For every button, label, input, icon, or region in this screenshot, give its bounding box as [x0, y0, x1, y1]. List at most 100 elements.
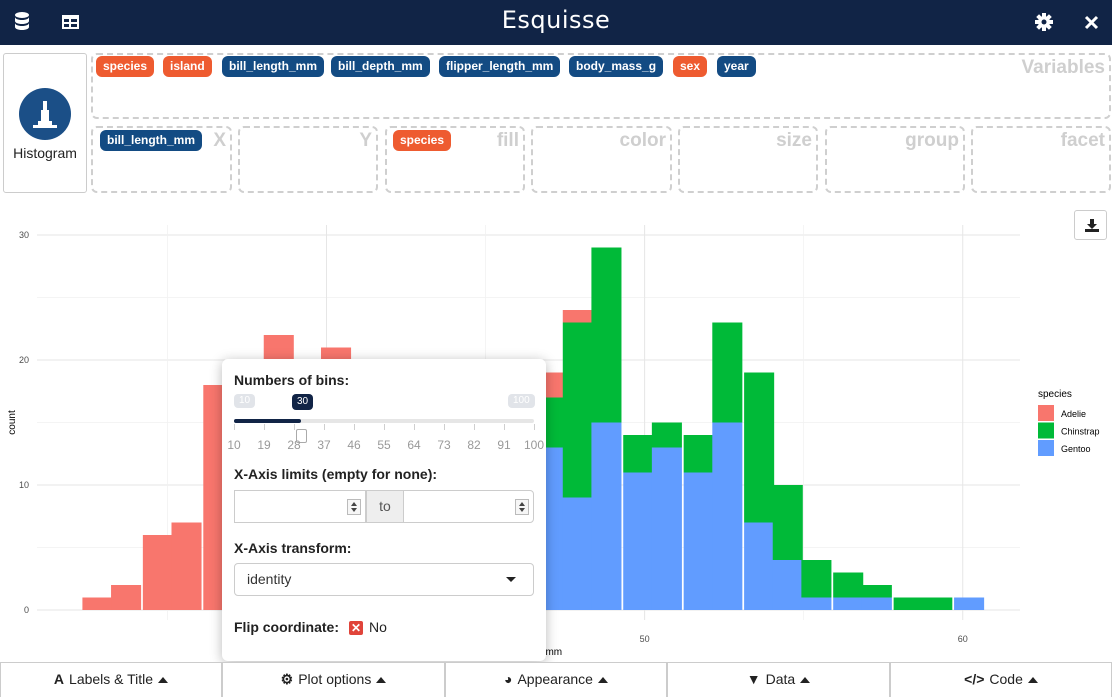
slider-tick-label: 37	[317, 438, 331, 452]
transform-selected-value: identity	[247, 571, 292, 587]
xlim-to-spinner[interactable]	[515, 499, 529, 515]
slider-tick	[474, 424, 475, 430]
histogram-bar-chinstrap	[562, 322, 593, 498]
flip-label: Flip coordinate:	[234, 619, 339, 635]
x-mapped-badge[interactable]: bill_length_mm	[100, 130, 203, 151]
code-button[interactable]: </> Code	[890, 663, 1112, 697]
histogram-bar-chinstrap	[861, 585, 892, 598]
legend-title: species	[1038, 389, 1072, 400]
histogram-bar-chinstrap	[801, 560, 832, 598]
y-dropzone[interactable]: Y	[238, 126, 378, 193]
slider-tick-label: 46	[347, 438, 361, 452]
variable-badge-body-mass[interactable]: body_mass_g	[569, 56, 664, 77]
color-dropzone[interactable]: color	[531, 126, 672, 193]
fill-mapped-badge[interactable]: species	[393, 130, 452, 151]
histogram-bar-gentoo	[954, 597, 985, 610]
variable-badge-island[interactable]: island	[163, 56, 212, 77]
fill-zone-label: fill	[496, 130, 519, 151]
histogram-bar-gentoo	[683, 472, 714, 610]
table-icon[interactable]	[61, 11, 83, 33]
histogram-icon	[19, 88, 71, 140]
data-label: Data	[765, 671, 796, 687]
slider-tick-label: 91	[497, 438, 511, 452]
flip-toggle-x-icon[interactable]: ✕	[349, 621, 363, 635]
variable-badge-sex[interactable]: sex	[673, 56, 708, 77]
size-zone-label: size	[776, 130, 812, 151]
close-icon[interactable]	[1082, 11, 1104, 33]
slider-tick-label: 28	[287, 438, 301, 452]
plot-options-popover: Numbers of bins: 10 100 30 10 19 28 37 46 55 6…	[222, 359, 546, 661]
xlim-from-spinner[interactable]	[347, 499, 361, 515]
histogram-bar-gentoo	[833, 597, 864, 610]
y-zone-label: Y	[359, 130, 372, 151]
variable-badge-bill-length[interactable]: bill_length_mm	[222, 56, 325, 77]
facet-zone-label: facet	[1060, 130, 1105, 151]
download-button[interactable]	[1074, 210, 1107, 240]
histogram-bar-chinstrap	[683, 435, 714, 473]
group-dropzone[interactable]: group	[825, 126, 965, 193]
variables-dropzone[interactable]: Variables	[91, 53, 1111, 119]
flip-value[interactable]: No	[369, 619, 387, 635]
data-button[interactable]: ▼ Data	[667, 663, 890, 697]
histogram-bar-gentoo	[651, 447, 682, 610]
legend-key-chinstrap	[1038, 422, 1054, 439]
facet-dropzone[interactable]: facet	[971, 126, 1111, 193]
gear-icon[interactable]	[1034, 11, 1056, 33]
transform-select[interactable]: identity	[234, 563, 534, 596]
histogram-bar-chinstrap	[772, 485, 803, 560]
variable-badge-bill-depth[interactable]: bill_depth_mm	[331, 56, 430, 77]
sliders-icon: ⚙	[280, 671, 294, 687]
plot-options-button[interactable]: ⚙ Plot options	[222, 663, 445, 697]
geom-label: Histogram	[13, 145, 77, 161]
y-tick-label: 10	[19, 480, 29, 490]
legend-label-gentoo: Gentoo	[1061, 444, 1091, 454]
legend-label-adelie: Adelie	[1061, 409, 1086, 419]
xlim-to-input[interactable]	[403, 490, 534, 523]
database-icon[interactable]	[12, 11, 34, 33]
histogram-bar-chinstrap	[744, 372, 775, 523]
xlim-from-input[interactable]	[234, 490, 366, 523]
download-icon	[1085, 218, 1099, 237]
histogram-bar-gentoo	[744, 522, 775, 610]
histogram-bar-gentoo	[861, 597, 892, 610]
histogram-bar-chinstrap	[623, 435, 654, 473]
histogram-bar-gentoo	[801, 597, 832, 610]
histogram-bar-adelie	[562, 310, 593, 323]
y-axis-title: count	[7, 410, 18, 435]
bins-max-label: 100	[508, 394, 535, 408]
geom-selector-button[interactable]: Histogram	[3, 53, 87, 193]
appearance-label: Appearance	[517, 671, 593, 687]
color-zone-label: color	[619, 130, 666, 151]
size-dropzone[interactable]: size	[678, 126, 818, 193]
histogram-bar-adelie	[142, 535, 173, 610]
code-label: Code	[989, 671, 1023, 687]
y-tick-label: 30	[19, 230, 29, 240]
variable-badge-species[interactable]: species	[96, 56, 155, 77]
labels-title-button[interactable]: A Labels & Title	[0, 663, 222, 697]
appearance-button[interactable]: ◕ Appearance	[445, 663, 667, 697]
variables-zone-label: Variables	[1021, 57, 1105, 78]
slider-tick-label: 64	[407, 438, 421, 452]
app-title: Esquisse	[501, 6, 611, 34]
histogram-bar-adelie	[82, 597, 113, 610]
slider-tick	[234, 424, 235, 430]
x-zone-label: X	[213, 130, 226, 151]
bins-slider-track[interactable]	[234, 419, 534, 423]
histogram-bar-gentoo	[623, 472, 654, 610]
variable-badge-year[interactable]: year	[717, 56, 756, 77]
legend-label-chinstrap: Chinstrap	[1061, 427, 1100, 437]
slider-tick	[264, 424, 265, 430]
slider-tick	[354, 424, 355, 430]
x-dropzone[interactable]: X	[91, 126, 232, 193]
caret-up-icon	[800, 677, 811, 684]
slider-tick	[384, 424, 385, 430]
group-zone-label: group	[905, 130, 959, 151]
histogram-bar-chinstrap	[712, 322, 743, 423]
fill-dropzone[interactable]: fill	[385, 126, 525, 193]
variable-badge-flipper-length[interactable]: flipper_length_mm	[439, 56, 561, 77]
histogram-chart: 0102030405060countbill_length_mmspeciesA…	[7, 225, 1100, 658]
slider-tick	[504, 424, 505, 430]
slider-tick	[414, 424, 415, 430]
histogram-bar-gentoo	[712, 422, 743, 610]
bins-slider-handle[interactable]	[295, 429, 307, 443]
